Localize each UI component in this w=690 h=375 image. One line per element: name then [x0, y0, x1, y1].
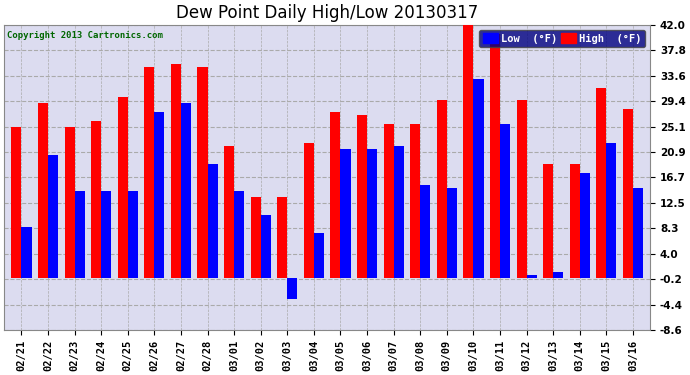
Bar — [181, 104, 191, 278]
Bar — [463, 16, 473, 278]
Bar — [65, 128, 75, 278]
Bar — [304, 142, 314, 278]
Bar — [234, 191, 244, 278]
Bar — [410, 124, 420, 278]
Bar — [208, 164, 217, 278]
Bar — [75, 191, 85, 278]
Bar — [48, 154, 58, 278]
Bar — [91, 122, 101, 278]
Bar — [171, 64, 181, 278]
Bar — [38, 104, 48, 278]
Bar — [155, 112, 164, 278]
Bar — [437, 100, 447, 278]
Bar — [101, 191, 111, 278]
Bar — [367, 148, 377, 278]
Bar — [197, 67, 208, 278]
Bar — [543, 164, 553, 278]
Title: Dew Point Daily High/Low 20130317: Dew Point Daily High/Low 20130317 — [176, 4, 478, 22]
Bar — [331, 112, 340, 278]
Text: Copyright 2013 Cartronics.com: Copyright 2013 Cartronics.com — [8, 31, 164, 40]
Bar — [287, 278, 297, 299]
Bar — [490, 34, 500, 278]
Bar — [224, 146, 234, 278]
Bar — [384, 124, 394, 278]
Bar — [633, 188, 643, 278]
Bar — [420, 185, 431, 278]
Bar — [596, 88, 607, 278]
Bar — [623, 110, 633, 278]
Bar — [118, 98, 128, 278]
Bar — [144, 67, 155, 278]
Bar — [340, 148, 351, 278]
Bar — [526, 275, 537, 278]
Bar — [500, 124, 510, 278]
Bar — [21, 227, 32, 278]
Bar — [250, 197, 261, 278]
Bar — [580, 172, 590, 278]
Bar — [473, 80, 484, 278]
Legend: Low  (°F), High  (°F): Low (°F), High (°F) — [480, 30, 645, 47]
Bar — [553, 272, 563, 278]
Bar — [277, 197, 287, 278]
Bar — [394, 146, 404, 278]
Bar — [570, 164, 580, 278]
Bar — [11, 128, 21, 278]
Bar — [261, 215, 271, 278]
Bar — [128, 191, 138, 278]
Bar — [447, 188, 457, 278]
Bar — [517, 100, 526, 278]
Bar — [357, 116, 367, 278]
Bar — [607, 142, 616, 278]
Bar — [314, 233, 324, 278]
